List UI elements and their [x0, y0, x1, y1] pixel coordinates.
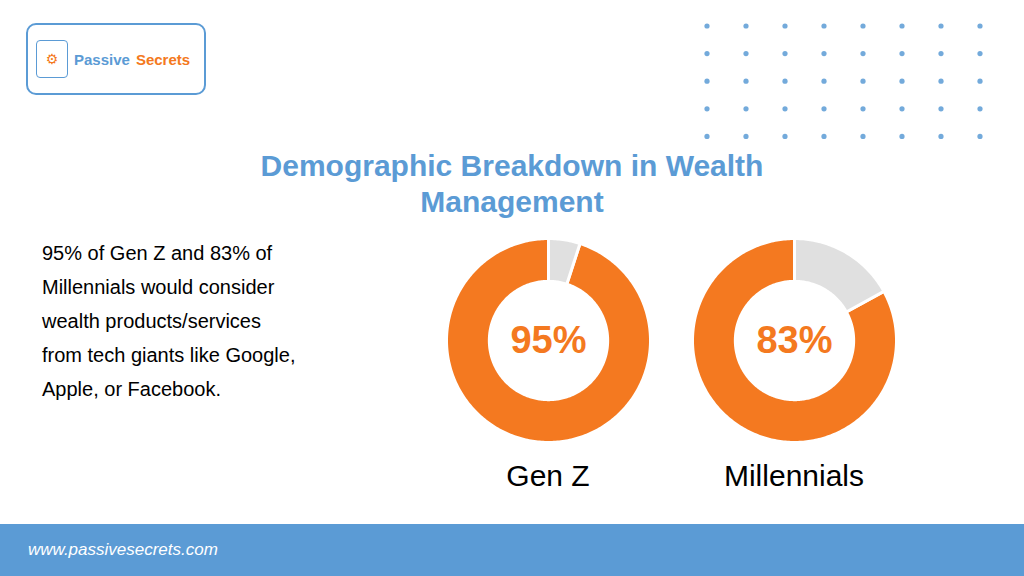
html-text:www.passivesecrets.com: www.passivesecrets.com — [28, 540, 218, 559]
svg-text:95%: 95% — [510, 319, 586, 361]
html-text:Millennials: Millennials — [724, 459, 864, 492]
html-text:Gen Z: Gen Z — [506, 459, 590, 492]
html-text:95% of Gen Z and 83% of: 95% of Gen Z and 83% of — [42, 242, 273, 264]
html-text:Apple, or Facebook.: Apple, or Facebook. — [42, 378, 221, 400]
html-text:from tech giants like Google,: from tech giants like Google, — [42, 344, 296, 366]
html-text:Demographic Breakdown in Wealt: Demographic Breakdown in Wealth Manageme… — [260, 149, 764, 218]
html-text:Millennials would consider: Millennials would consider — [42, 276, 275, 298]
html-text:Passive Secrets: Passive Secrets — [74, 50, 191, 68]
html-text:wealth products/services: wealth products/services — [42, 310, 261, 332]
svg-text:83%: 83% — [756, 319, 832, 361]
